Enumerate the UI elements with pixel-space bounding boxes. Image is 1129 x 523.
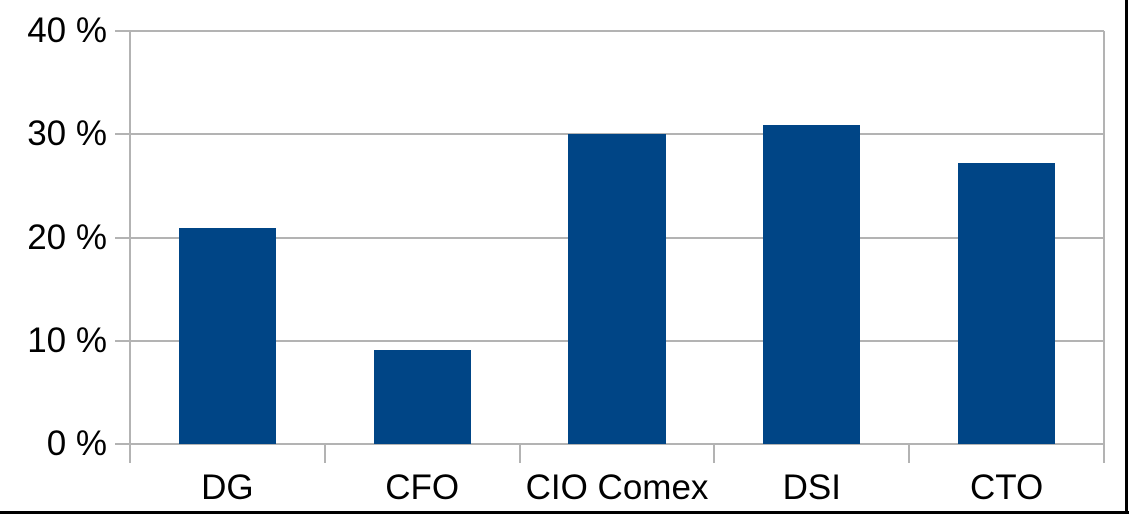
bar-cto xyxy=(957,163,1056,444)
x-axis-category-label: CIO Comex xyxy=(525,468,709,507)
gridline xyxy=(115,30,1104,32)
x-axis-category-label: CTO xyxy=(969,468,1044,507)
x-axis-tick xyxy=(713,444,716,463)
y-axis-tick-label: 40 % xyxy=(27,11,107,50)
y-axis-tick-label: 30 % xyxy=(27,114,107,154)
x-axis-tick xyxy=(323,444,326,463)
gridline xyxy=(115,443,1104,445)
y-axis-line xyxy=(129,31,131,463)
bar-dg xyxy=(178,228,277,444)
image-bottom-border xyxy=(0,511,1129,514)
y-axis-tick-label: 10 % xyxy=(27,320,107,360)
y-axis-tick-label: 20 % xyxy=(27,217,107,257)
bar-cfo xyxy=(373,350,471,444)
x-axis-category-label: DSI xyxy=(782,468,841,507)
y-axis-tick-label: 0 % xyxy=(46,424,107,463)
plot-right-border xyxy=(1103,31,1105,463)
image-right-border xyxy=(1125,0,1128,514)
x-axis-category-label: DG xyxy=(201,468,254,507)
bar-dsi xyxy=(763,124,861,444)
x-axis-tick xyxy=(908,444,911,463)
bar-cio-comex xyxy=(568,134,666,444)
x-axis-tick xyxy=(518,444,521,463)
x-axis-category-label: CFO xyxy=(385,468,460,507)
